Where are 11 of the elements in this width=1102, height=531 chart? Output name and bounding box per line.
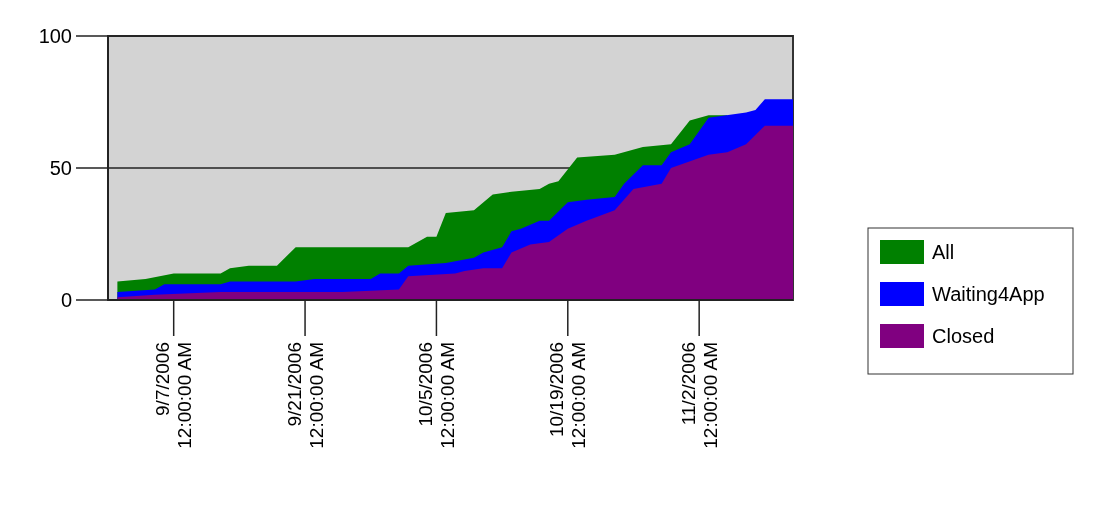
x-tick-label: 10/5/2006 12:00:00 AM bbox=[415, 342, 459, 449]
x-tick-label: 10/19/2006 12:00:00 AM bbox=[546, 342, 590, 449]
y-tick-label: 100 bbox=[38, 25, 72, 47]
legend-label: Waiting4App bbox=[932, 283, 1045, 305]
x-tick-label: 11/2/2006 12:00:00 AM bbox=[677, 342, 721, 449]
legend-label: Closed bbox=[932, 325, 995, 347]
y-tick-label: 50 bbox=[49, 157, 72, 179]
legend-label: All bbox=[932, 241, 955, 263]
x-tick-label: 9/21/2006 12:00:00 AM bbox=[283, 342, 327, 449]
x-tick-label: 9/7/2006 12:00:00 AM bbox=[152, 342, 196, 449]
y-tick-label: 0 bbox=[60, 289, 72, 311]
